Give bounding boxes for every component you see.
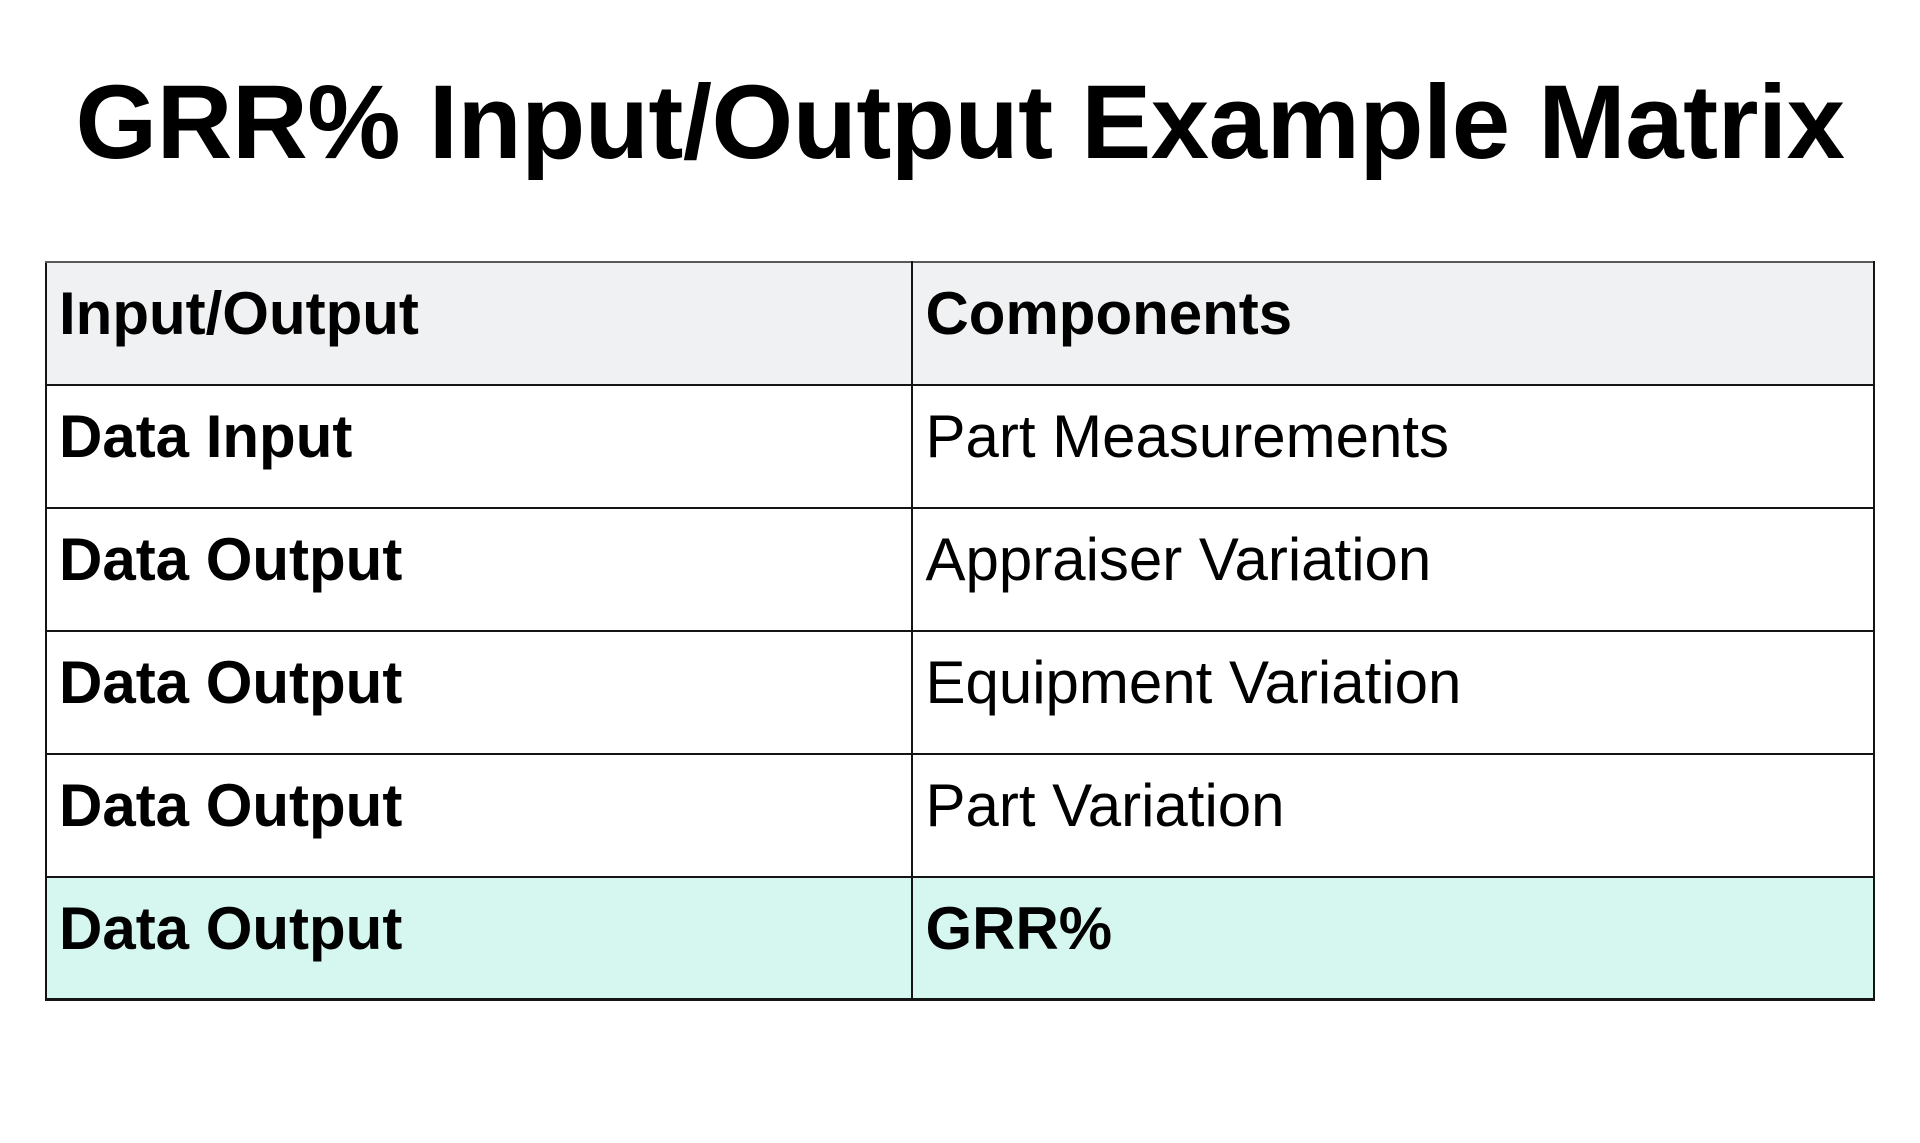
io-matrix-table: Input/Output Components Data Input Part … bbox=[44, 260, 1875, 1002]
header-row: Input/Output Components bbox=[44, 260, 1875, 386]
table-row-highlighted: Data Output GRR% bbox=[44, 875, 1875, 1002]
io-cell: Data Output bbox=[44, 875, 914, 1002]
component-cell: GRR% bbox=[911, 875, 1875, 1002]
io-cell: Data Output bbox=[44, 629, 914, 755]
io-cell: Data Output bbox=[44, 506, 914, 632]
column-header-input-output: Input/Output bbox=[44, 260, 914, 386]
column-header-components: Components bbox=[911, 260, 1875, 386]
table-row: Data Input Part Measurements bbox=[44, 383, 1875, 509]
component-cell: Part Variation bbox=[911, 752, 1875, 878]
component-cell: Part Measurements bbox=[911, 383, 1875, 509]
component-cell: Equipment Variation bbox=[911, 629, 1875, 755]
table-row: Data Output Part Variation bbox=[44, 752, 1875, 878]
io-cell: Data Input bbox=[44, 383, 914, 509]
page-title: GRR% Input/Output Example Matrix bbox=[75, 64, 1845, 181]
io-cell: Data Output bbox=[44, 752, 914, 878]
table-row: Data Output Appraiser Variation bbox=[44, 506, 1875, 632]
component-cell: Appraiser Variation bbox=[911, 506, 1875, 632]
table-row: Data Output Equipment Variation bbox=[44, 629, 1875, 755]
